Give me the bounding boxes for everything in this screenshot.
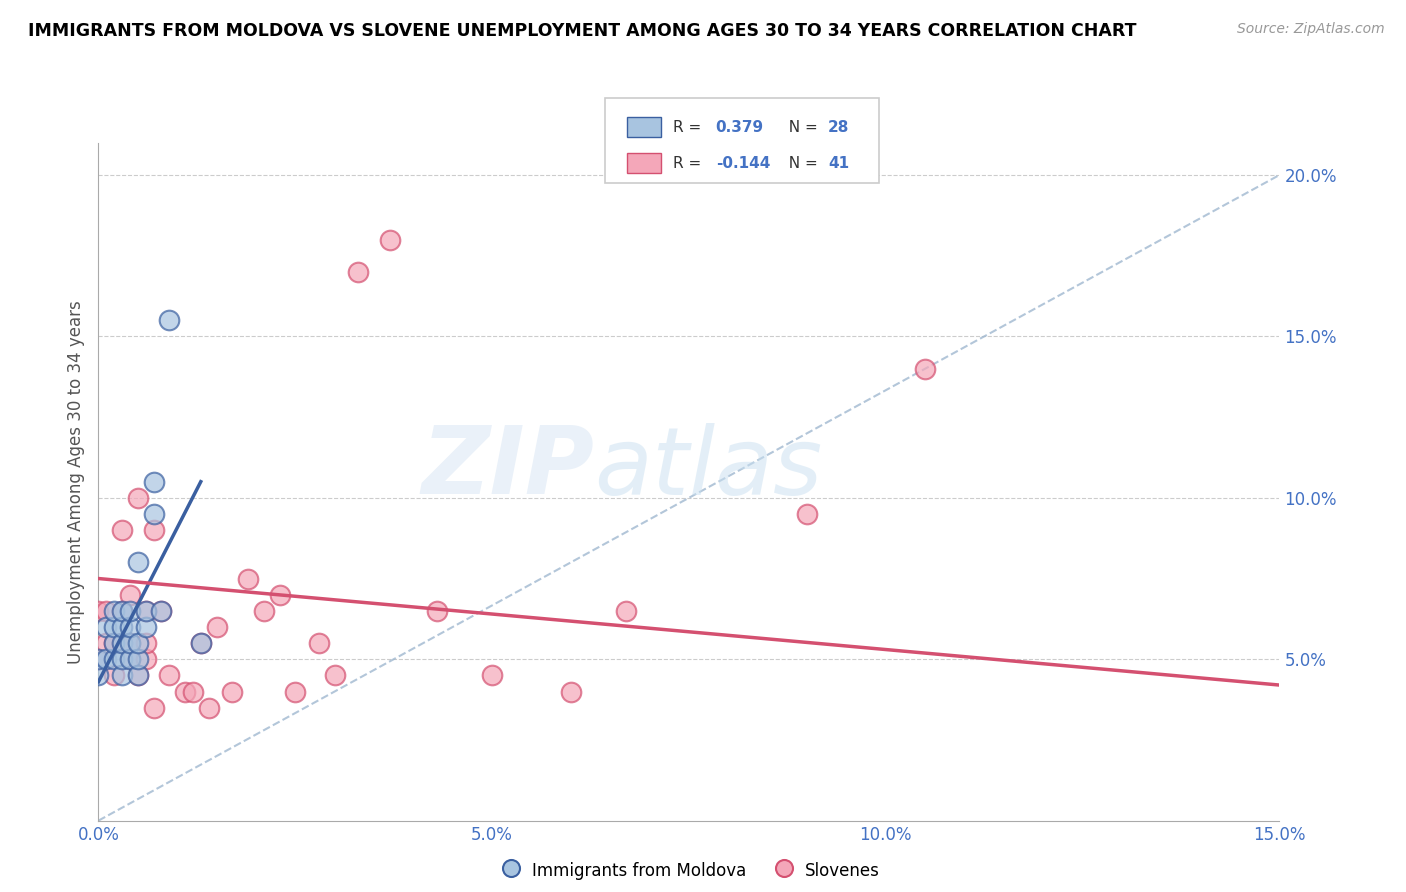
Text: ZIP: ZIP (422, 422, 595, 514)
Point (118, 604, 141, 618)
Point (142, 523, 165, 537)
Point (135, 620, 157, 634)
Point (103, 636, 125, 650)
Y-axis label: Unemployment Among Ages 30 to 34 years: Unemployment Among Ages 30 to 34 years (66, 300, 84, 664)
Point (269, 588, 291, 602)
Point (150, 604, 173, 618)
Text: R =: R = (673, 156, 707, 170)
Point (103, 620, 125, 634)
Text: IMMIGRANTS FROM MOLDOVA VS SLOVENE UNEMPLOYMENT AMONG AGES 30 TO 34 YEARS CORREL: IMMIGRANTS FROM MOLDOVA VS SLOVENE UNEMP… (28, 22, 1136, 40)
Point (560, 684, 582, 698)
Point (150, 604, 173, 618)
Point (127, 668, 149, 682)
Point (205, 620, 228, 634)
Point (236, 572, 259, 586)
Text: -0.144: -0.144 (716, 156, 770, 170)
Point (190, 636, 212, 650)
Point (103, 636, 125, 650)
Point (111, 604, 134, 618)
Point (308, 636, 330, 650)
Point (157, 668, 180, 682)
Point (914, 361, 936, 376)
Point (111, 604, 134, 618)
Point (96, 620, 118, 634)
Point (103, 604, 125, 618)
Text: 41: 41 (828, 156, 849, 170)
Point (378, 233, 401, 247)
Point (323, 668, 346, 682)
Point (135, 604, 157, 618)
Point (481, 668, 503, 682)
Point (142, 507, 165, 521)
Point (96, 636, 118, 650)
Point (118, 636, 141, 650)
Point (127, 636, 149, 650)
Point (96, 652, 118, 666)
Text: N =: N = (779, 156, 823, 170)
Text: N =: N = (779, 120, 823, 135)
Text: atlas: atlas (595, 423, 823, 514)
Point (127, 491, 149, 505)
Point (253, 604, 276, 618)
Point (221, 684, 243, 698)
Point (111, 668, 134, 682)
Point (284, 684, 307, 698)
Point (96, 604, 118, 618)
Point (118, 652, 141, 666)
Point (190, 636, 212, 650)
Point (347, 265, 370, 279)
Point (181, 684, 204, 698)
Text: R =: R = (673, 120, 707, 135)
Point (111, 636, 134, 650)
Point (87, 652, 110, 666)
Point (103, 668, 125, 682)
Point (614, 604, 637, 618)
Point (426, 604, 449, 618)
Point (118, 620, 141, 634)
Point (87, 668, 110, 682)
Point (87, 652, 110, 666)
Point (796, 507, 818, 521)
Point (127, 668, 149, 682)
Point (111, 620, 134, 634)
Point (174, 684, 197, 698)
Point (135, 604, 157, 618)
Point (111, 523, 134, 537)
Point (127, 555, 149, 569)
Point (127, 652, 149, 666)
Point (142, 700, 165, 714)
Point (135, 636, 157, 650)
Legend: Immigrants from Moldova, Slovenes: Immigrants from Moldova, Slovenes (492, 854, 886, 887)
Text: 28: 28 (828, 120, 849, 135)
Point (118, 652, 141, 666)
Point (118, 636, 141, 650)
Point (87, 604, 110, 618)
Point (103, 652, 125, 666)
Point (111, 636, 134, 650)
Text: 0.379: 0.379 (716, 120, 763, 135)
Point (135, 652, 157, 666)
Text: Source: ZipAtlas.com: Source: ZipAtlas.com (1237, 22, 1385, 37)
Point (142, 475, 165, 489)
Point (118, 588, 141, 602)
Point (157, 313, 180, 327)
Point (197, 700, 219, 714)
Point (111, 652, 134, 666)
